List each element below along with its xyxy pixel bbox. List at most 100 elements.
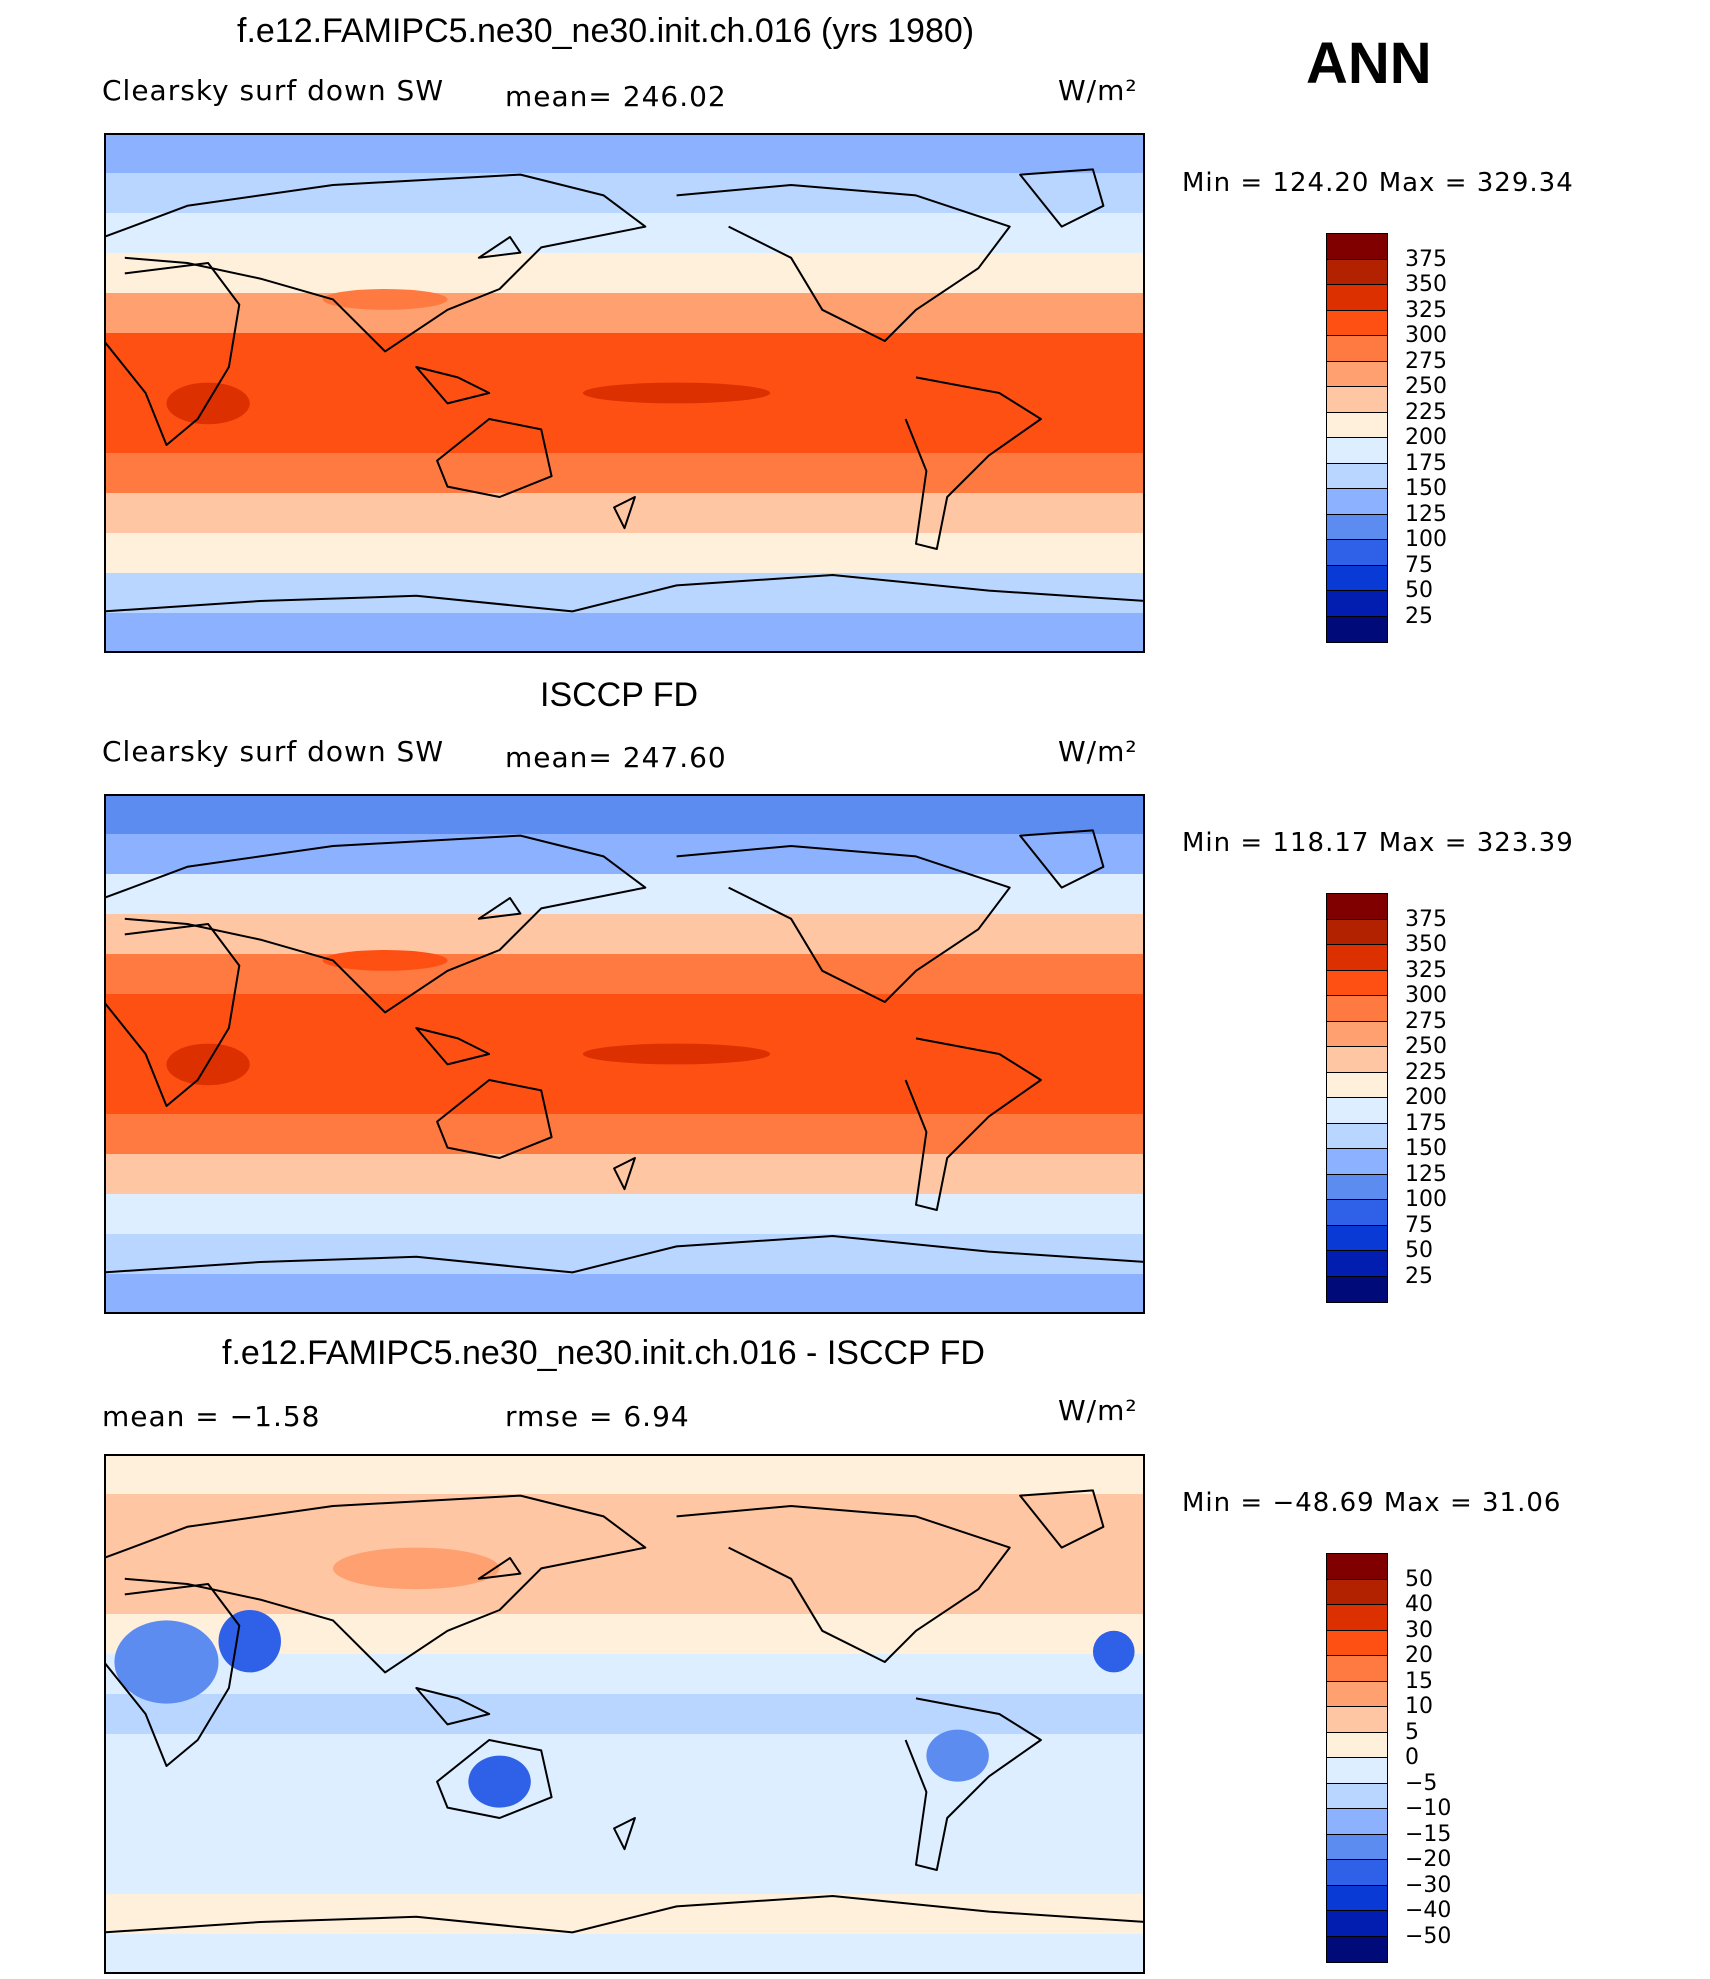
coastline (436, 1079, 553, 1159)
colorbar: 375 350 325 300 275 250 225 200 175 150 125 100 75 50… (1326, 233, 1457, 643)
colorbar-box (1326, 1020, 1388, 1048)
contour-map (104, 794, 1145, 1314)
contour-band (104, 1734, 1145, 1775)
unit-label: W/m² (1058, 74, 1138, 107)
contour-band (104, 573, 1145, 614)
colorbar-box (1326, 1173, 1388, 1201)
colorbar-box (1326, 462, 1388, 490)
colorbar-box (1326, 1680, 1388, 1708)
colorbar-box (1326, 615, 1388, 643)
contour-band (104, 1454, 1145, 1495)
contour-band (104, 914, 1145, 955)
colorbar-tick-label: 375 (1405, 906, 1447, 932)
colorbar-box (1326, 258, 1388, 286)
colorbar-tick-label: −50 (1405, 1923, 1452, 1949)
coastline (104, 1494, 647, 1674)
coastline (104, 1895, 1145, 1934)
colorbar-tick-label: 40 (1405, 1592, 1433, 1617)
colorbar-tick-label: 25 (1405, 603, 1433, 629)
colorbar-box (1326, 386, 1388, 414)
colorbar-tick-label: −30 (1405, 1872, 1452, 1898)
panel-title: f.e12.FAMIPC5.ne30_ne30.init.ch.016 - IS… (222, 1334, 985, 1372)
contour-map (104, 1454, 1145, 1974)
contour-band (104, 1234, 1145, 1275)
contour-band (104, 1574, 1145, 1615)
field-label: Clearsky surf down SW (102, 735, 445, 768)
coastline (613, 1157, 636, 1191)
contour-band (104, 1494, 1145, 1535)
colorbar-tick-label: 375 (1405, 246, 1447, 272)
contour-map (104, 133, 1145, 653)
colorbar-tick-label: 250 (1405, 374, 1447, 399)
coastline (104, 1235, 1145, 1274)
map-border (104, 133, 1145, 653)
contour-band (104, 1074, 1145, 1115)
panel-title: f.e12.FAMIPC5.ne30_ne30.init.ch.016 (yrs… (237, 12, 975, 50)
colorbar-box (1326, 1097, 1388, 1125)
season-label: ANN (1306, 31, 1432, 96)
map-border (104, 1454, 1145, 1974)
coastline (477, 1557, 522, 1580)
colorbar-box (1326, 918, 1388, 946)
coastline (415, 1027, 491, 1066)
colorbar-tick-label: 275 (1405, 1008, 1447, 1034)
contour-blob (1092, 1630, 1135, 1673)
colorbar-tick-label: 225 (1405, 399, 1447, 425)
colorbar-tick-label: 350 (1405, 932, 1447, 957)
contour-band (104, 133, 1145, 174)
coastline (1019, 1489, 1105, 1549)
contour-band (104, 1894, 1145, 1935)
colorbar-box (1326, 1655, 1388, 1683)
contour-band (104, 994, 1145, 1035)
mean-value: mean= 246.02 (505, 80, 727, 113)
colorbar-tick-label: 150 (1405, 476, 1447, 501)
coastline (676, 184, 1011, 342)
coastline (676, 845, 1011, 1003)
colorbar-box (1326, 1224, 1388, 1252)
contour-band (104, 1534, 1145, 1575)
colorbar-tick-label: 125 (1405, 1161, 1447, 1187)
colorbar-box (1326, 1706, 1388, 1734)
colorbar-box (1326, 1604, 1388, 1632)
colorbar: 375 350 325 300 275 250 225 200 175 150 125 100 75 50… (1326, 893, 1457, 1303)
colorbar-tick-label: 50 (1405, 1566, 1433, 1592)
colorbar-box (1326, 995, 1388, 1023)
contour-blob (926, 1729, 989, 1782)
colorbar-tick-label: 250 (1405, 1034, 1447, 1059)
colorbar-tick-label: −15 (1405, 1821, 1452, 1847)
contour-band (104, 1854, 1145, 1895)
contour-blob (582, 1043, 771, 1065)
contour-blob (582, 382, 771, 404)
colorbar-box (1326, 360, 1388, 388)
contour-blob (218, 1610, 281, 1673)
colorbar-box (1326, 1884, 1388, 1912)
colorbar-box (1326, 1071, 1388, 1099)
field-label: Clearsky surf down SW (102, 74, 445, 107)
colorbar-tick-label: 125 (1405, 501, 1447, 527)
colorbar-box (1326, 893, 1388, 921)
colorbar-tick-label: 325 (1405, 297, 1447, 323)
min-max-text: Min = 118.17 Max = 323.39 (1182, 828, 1574, 858)
contour-band (104, 794, 1145, 835)
unit-label: W/m² (1058, 1394, 1138, 1427)
colorbar-box (1326, 1629, 1388, 1657)
contour-band (104, 1654, 1145, 1695)
colorbar-tick-label: 175 (1405, 450, 1447, 476)
colorbar-tick-label: 15 (1405, 1668, 1433, 1694)
contour-band (104, 954, 1145, 995)
colorbar-box (1326, 1935, 1388, 1963)
colorbar-tick-label: 50 (1405, 578, 1433, 603)
colorbar-box (1326, 309, 1388, 337)
colorbar-box (1326, 1859, 1388, 1887)
coastline (104, 574, 1145, 613)
coastline (436, 418, 553, 498)
colorbar-tick-label: 200 (1405, 1085, 1447, 1110)
contour-band (104, 533, 1145, 574)
colorbar-box (1326, 513, 1388, 541)
coastline (104, 1583, 241, 1767)
coastline (104, 923, 241, 1107)
unit-label: W/m² (1058, 735, 1138, 768)
colorbar-box (1326, 411, 1388, 439)
colorbar-box (1326, 1122, 1388, 1150)
coastline (415, 1687, 491, 1726)
